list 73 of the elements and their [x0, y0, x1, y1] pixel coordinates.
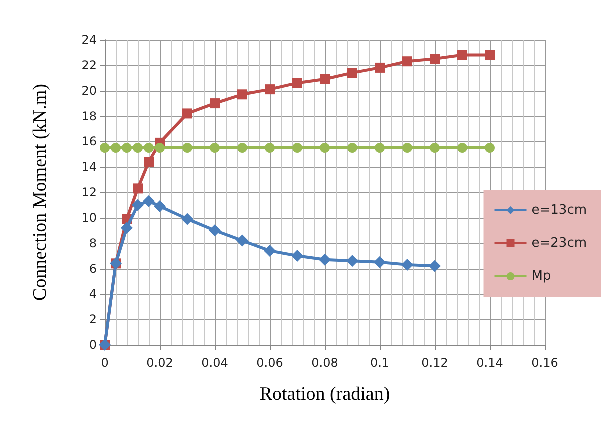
point: [111, 143, 121, 154]
point: [144, 157, 154, 167]
x-axis-title: Rotation (radian): [260, 384, 390, 405]
point: [374, 256, 386, 268]
point: [133, 184, 143, 194]
point: [121, 222, 133, 234]
y-tick-label: 20: [82, 84, 97, 98]
point: [210, 98, 220, 109]
y-axis-title: Connection Moment (kN.m): [30, 84, 51, 301]
point: [402, 56, 412, 67]
y-tick-label: 4: [89, 287, 97, 302]
point: [375, 62, 385, 73]
point: [100, 143, 110, 154]
legend-label: e=13cm: [532, 203, 588, 218]
point: [485, 143, 495, 154]
x-tick-label: 0.04: [202, 356, 228, 370]
point: [155, 143, 165, 154]
point: [430, 54, 440, 64]
point: [143, 195, 155, 208]
legend-label: e=23cm: [532, 236, 588, 251]
point: [236, 234, 248, 247]
y-tick-label: 2: [89, 312, 97, 327]
x-tick-label: 0: [101, 356, 109, 370]
point: [458, 143, 468, 154]
y-tick-label: 18: [82, 109, 97, 124]
point: [122, 143, 132, 154]
y-tick-label: 16: [82, 134, 97, 149]
point: [485, 50, 495, 60]
point: [210, 143, 220, 154]
point: [182, 108, 192, 119]
point: [319, 254, 331, 266]
x-tick-label: 0.06: [256, 356, 284, 370]
point: [144, 143, 154, 154]
y-tick-label: 24: [82, 33, 97, 47]
x-tick-label: 0.12: [422, 356, 448, 370]
point: [265, 84, 275, 95]
point: [154, 200, 166, 212]
x-tick-label: 0.14: [476, 356, 504, 370]
point: [132, 199, 144, 212]
point: [402, 258, 414, 271]
y-tick-label: 0: [89, 338, 97, 352]
point: [320, 74, 330, 84]
point: [238, 90, 248, 100]
point: [265, 143, 275, 154]
point: [346, 255, 358, 268]
point: [209, 224, 221, 237]
y-tick-label: 12: [82, 186, 97, 200]
y-tick-label: 10: [82, 210, 97, 225]
point: [320, 143, 330, 154]
x-tick-label: 0.16: [532, 356, 558, 370]
point: [133, 143, 143, 154]
point: [292, 78, 302, 88]
point: [264, 244, 276, 257]
y-tick-label: 22: [82, 58, 97, 72]
y-tick-label: 6: [89, 262, 97, 276]
point: [292, 143, 302, 154]
x-tick-label: 0.02: [146, 356, 174, 370]
y-tick-label: 8: [89, 236, 97, 250]
y-tick-label: 14: [82, 160, 97, 174]
x-tick-label: 0.08: [312, 356, 338, 370]
point: [238, 143, 248, 154]
point: [348, 143, 358, 154]
point: [292, 250, 304, 262]
legend-label: Mp: [532, 269, 552, 284]
x-tick-label: 0.1: [370, 356, 390, 370]
point: [182, 143, 192, 154]
point: [182, 213, 194, 226]
point: [402, 143, 412, 154]
point: [375, 143, 385, 154]
point: [458, 50, 468, 60]
point: [430, 143, 440, 154]
point: [348, 68, 358, 78]
point: [429, 260, 441, 272]
